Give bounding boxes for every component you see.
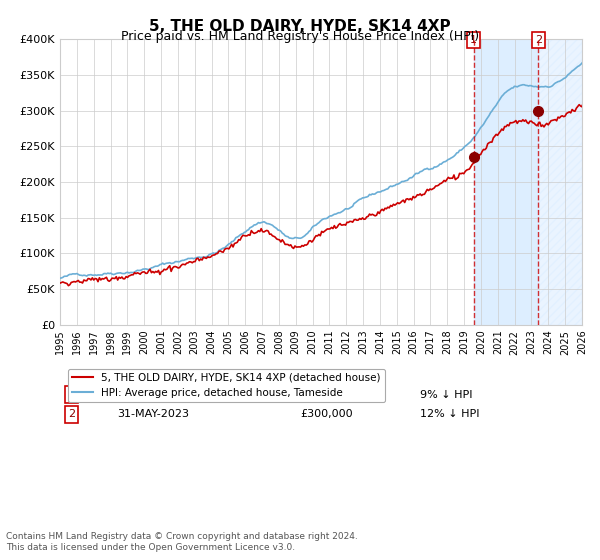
Text: 2: 2	[535, 35, 542, 45]
Bar	[538, 39, 582, 325]
Text: Price paid vs. HM Land Registry's House Price Index (HPI): Price paid vs. HM Land Registry's House …	[121, 30, 479, 43]
Text: 1: 1	[470, 35, 477, 45]
Text: 1: 1	[68, 390, 75, 400]
Bar	[474, 39, 538, 325]
Text: £300,000: £300,000	[300, 409, 353, 419]
Text: Contains HM Land Registry data © Crown copyright and database right 2024.
This d: Contains HM Land Registry data © Crown c…	[6, 532, 358, 552]
Text: 2: 2	[68, 409, 75, 419]
Text: 9% ↓ HPI: 9% ↓ HPI	[420, 390, 473, 400]
Legend: 5, THE OLD DAIRY, HYDE, SK14 4XP (detached house), HPI: Average price, detached : 5, THE OLD DAIRY, HYDE, SK14 4XP (detach…	[68, 368, 385, 402]
Text: 12% ↓ HPI: 12% ↓ HPI	[420, 409, 479, 419]
Text: 26-JUL-2019: 26-JUL-2019	[118, 390, 186, 400]
Text: 31-MAY-2023: 31-MAY-2023	[118, 409, 190, 419]
Text: 5, THE OLD DAIRY, HYDE, SK14 4XP: 5, THE OLD DAIRY, HYDE, SK14 4XP	[149, 19, 451, 34]
Text: £234,995: £234,995	[300, 390, 353, 400]
